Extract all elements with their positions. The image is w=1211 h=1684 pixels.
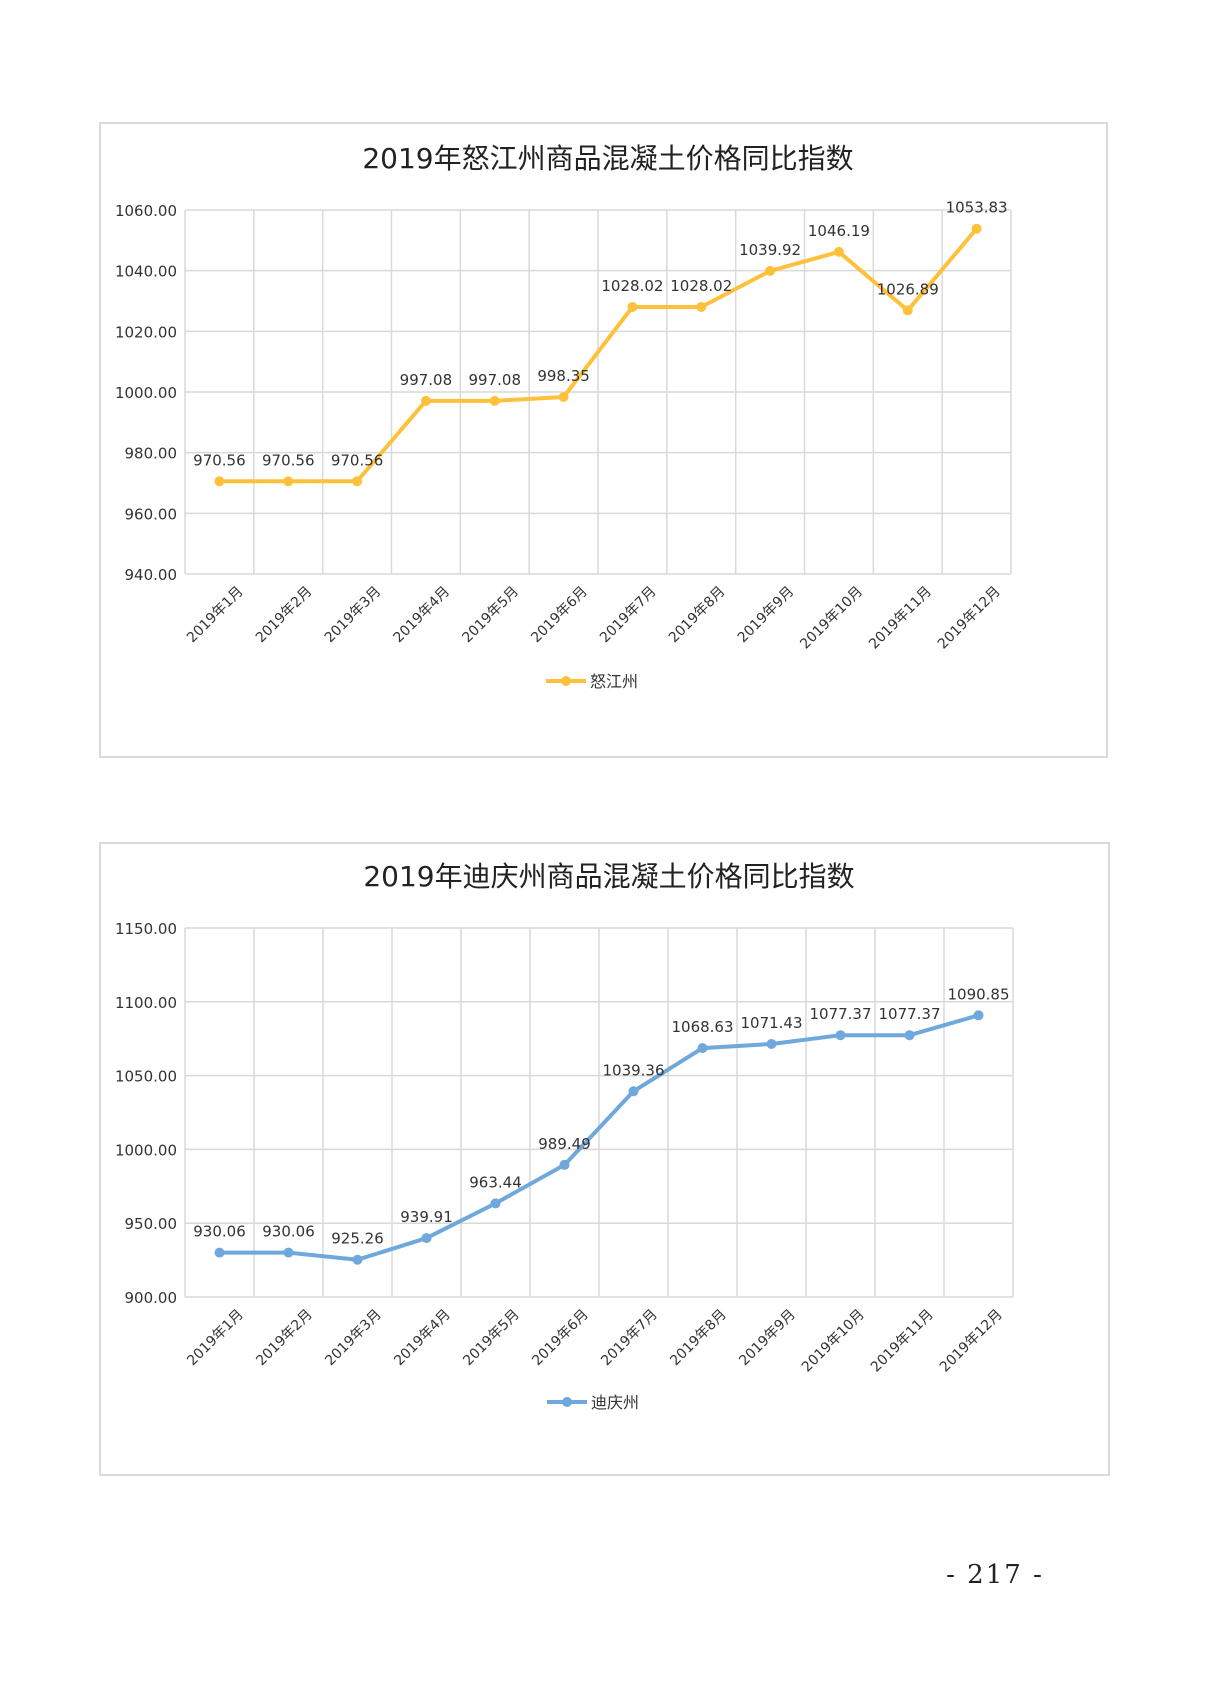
y-tick-label: 950.00 <box>125 1215 178 1233</box>
x-tick-label: 2019年5月 <box>460 1307 523 1370</box>
y-tick-label: 980.00 <box>125 445 178 463</box>
data-point <box>971 223 982 234</box>
data-label: 1046.19 <box>808 222 870 240</box>
data-label: 970.56 <box>331 451 384 469</box>
data-point <box>352 1254 363 1265</box>
x-tick-label: 2019年9月 <box>736 1307 799 1370</box>
page-number: - 217 - <box>946 1560 1044 1590</box>
data-point <box>696 302 707 313</box>
y-tick-label: 1150.00 <box>115 920 177 938</box>
data-label: 1026.89 <box>877 280 939 298</box>
y-tick-label: 960.00 <box>125 505 178 523</box>
data-point <box>421 1233 432 1244</box>
data-point <box>697 1043 708 1054</box>
data-point <box>214 1247 225 1258</box>
data-point <box>559 1159 570 1170</box>
x-tick-label: 2019年11月 <box>866 584 935 653</box>
x-tick-label: 2019年9月 <box>735 584 798 647</box>
data-point <box>283 1247 294 1258</box>
series-line <box>219 1013 980 1262</box>
chart-nujiang: 2019年怒江州商品混凝土价格同比指数 940.00 960.00 980.00 100… <box>99 122 1108 758</box>
x-tick-label: 2019年2月 <box>253 584 316 647</box>
legend-label: 迪庆州 <box>591 1393 639 1412</box>
x-tick-label: 2019年7月 <box>598 1307 661 1370</box>
y-tick-label: 1020.00 <box>115 323 177 341</box>
data-label: 997.08 <box>469 371 522 389</box>
legend-label: 怒江州 <box>590 672 638 691</box>
y-tick-label: 940.00 <box>125 566 178 584</box>
y-tick-label: 1050.00 <box>115 1068 177 1086</box>
data-label: 1028.02 <box>670 277 732 295</box>
data-label: 989.49 <box>538 1135 591 1153</box>
data-label: 1090.85 <box>947 985 1009 1003</box>
data-label: 1028.02 <box>601 277 663 295</box>
data-point <box>214 476 225 487</box>
data-point <box>973 1010 984 1021</box>
data-point <box>904 1030 915 1041</box>
data-point <box>766 1038 777 1049</box>
data-label: 1053.83 <box>946 199 1008 217</box>
data-label: 963.44 <box>469 1173 522 1191</box>
data-point <box>627 302 638 313</box>
data-point <box>835 1030 846 1041</box>
x-tick-label: 2019年10月 <box>799 1307 868 1376</box>
y-tick-label: 1100.00 <box>115 994 177 1012</box>
data-label: 1039.92 <box>739 241 801 259</box>
data-point <box>833 246 844 257</box>
y-tick-label: 1000.00 <box>115 1141 177 1159</box>
data-label: 930.06 <box>262 1223 315 1241</box>
x-tick-label: 2019年11月 <box>868 1307 937 1376</box>
data-point <box>558 392 569 403</box>
x-tick-label: 2019年3月 <box>322 584 385 647</box>
x-tick-label: 2019年1月 <box>184 584 247 647</box>
x-tick-label: 2019年6月 <box>529 1307 592 1370</box>
x-tick-label: 2019年8月 <box>667 1307 730 1370</box>
chart-title: 2019年迪庆州商品混凝土价格同比指数 <box>363 860 854 893</box>
data-label: 970.56 <box>193 451 246 469</box>
y-tick-label: 1000.00 <box>115 384 177 402</box>
x-tick-label: 2019年1月 <box>184 1307 247 1370</box>
data-point <box>489 395 500 406</box>
data-point <box>628 1086 639 1097</box>
data-label: 925.26 <box>331 1230 384 1248</box>
data-label: 970.56 <box>262 451 315 469</box>
x-tick-label: 2019年12月 <box>935 584 1004 653</box>
series-line <box>219 227 979 484</box>
chart-svg: 2019年迪庆州商品混凝土价格同比指数 900.00 950.00 1000.00 10… <box>115 860 1014 1412</box>
x-tick-label: 2019年4月 <box>391 584 454 647</box>
x-tick-label: 2019年6月 <box>528 584 591 647</box>
data-label: 1077.37 <box>809 1005 871 1023</box>
data-label: 997.08 <box>400 371 453 389</box>
x-tick-label: 2019年8月 <box>666 584 729 647</box>
data-point <box>352 476 363 487</box>
data-point <box>765 265 776 276</box>
data-label: 1071.43 <box>740 1014 802 1032</box>
data-label: 998.35 <box>537 367 590 385</box>
chart-title: 2019年怒江州商品混凝土价格同比指数 <box>362 142 853 175</box>
chart-diqing: 2019年迪庆州商品混凝土价格同比指数 900.00 950.00 1000.00 10… <box>99 842 1110 1476</box>
x-tick-label: 2019年12月 <box>937 1307 1006 1376</box>
data-point <box>490 1198 501 1209</box>
chart-svg: 2019年怒江州商品混凝土价格同比指数 940.00 960.00 980.00 100… <box>115 142 1012 691</box>
y-tick-label: 1040.00 <box>115 263 177 281</box>
data-label: 930.06 <box>193 1223 246 1241</box>
y-tick-label: 900.00 <box>125 1289 178 1307</box>
legend-marker <box>562 1397 572 1407</box>
data-label: 1077.37 <box>878 1005 940 1023</box>
x-tick-label: 2019年10月 <box>797 584 866 653</box>
x-tick-label: 2019年4月 <box>391 1307 454 1370</box>
x-tick-label: 2019年5月 <box>459 584 522 647</box>
data-label: 1068.63 <box>671 1018 733 1036</box>
y-tick-label: 1060.00 <box>115 202 177 220</box>
data-point <box>420 395 431 406</box>
x-tick-label: 2019年7月 <box>597 584 660 647</box>
x-tick-label: 2019年2月 <box>253 1307 316 1370</box>
legend-marker <box>561 676 571 686</box>
data-label: 1039.36 <box>602 1061 664 1079</box>
x-tick-label: 2019年3月 <box>322 1307 385 1370</box>
data-point <box>283 476 294 487</box>
data-label: 939.91 <box>400 1208 453 1226</box>
data-point <box>902 305 913 316</box>
